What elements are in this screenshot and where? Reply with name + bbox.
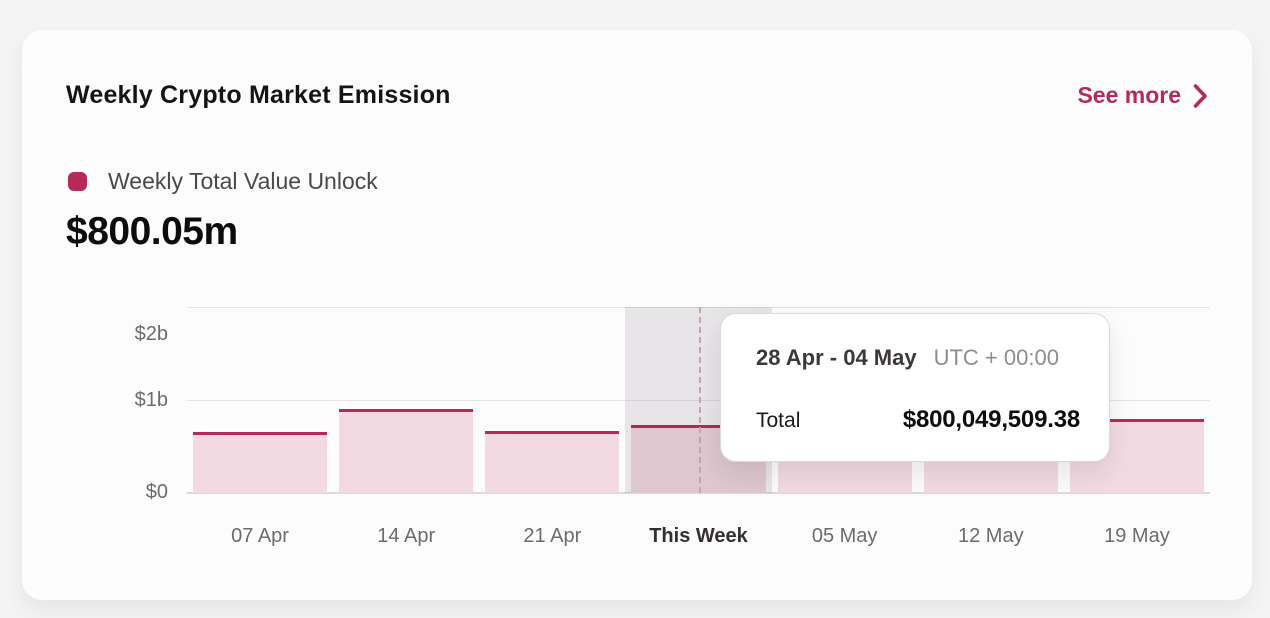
legend-swatch — [68, 172, 87, 191]
tooltip-header: 28 Apr - 04 May UTC + 00:00 — [756, 345, 1059, 371]
weekly-total-value: $800.05m — [66, 210, 238, 253]
chevron-right-icon — [1193, 83, 1207, 108]
x-tick-21-apr: 21 Apr — [523, 525, 582, 547]
x-tick-05-may: 05 May — [811, 525, 878, 547]
tooltip-total-label: Total — [756, 409, 801, 432]
chart-tooltip: 28 Apr - 04 May UTC + 00:00 Total $800,0… — [720, 313, 1110, 462]
x-tick-19-may: 19 May — [1104, 525, 1170, 547]
x-tick-12-may: 12 May — [957, 525, 1024, 547]
x-tick-14-apr: 14 Apr — [377, 525, 436, 547]
page-title: Weekly Crypto Market Emission — [66, 81, 451, 109]
x-tick-this-week: This Week — [649, 525, 748, 547]
tooltip-total-row: Total $800,049,509.38 — [756, 406, 1080, 434]
y-tick-1b: $1b — [134, 389, 168, 411]
bar-21-apr[interactable] — [485, 431, 620, 493]
y-tick-0: $0 — [145, 481, 168, 503]
legend-label: Weekly Total Value Unlock — [108, 168, 378, 194]
tooltip-total-value: $800,049,509.38 — [902, 406, 1080, 433]
see-more-link[interactable]: See more — [1077, 82, 1208, 109]
bar-07-apr[interactable] — [193, 432, 328, 493]
tooltip-timezone: UTC + 00:00 — [933, 345, 1059, 370]
see-more-label: See more — [1077, 82, 1181, 108]
crosshair-dashed-line — [698, 307, 701, 493]
weekly-emission-card: Weekly Crypto Market Emission See more W… — [22, 30, 1252, 600]
bar-14-apr[interactable] — [339, 409, 474, 493]
tooltip-date-range: 28 Apr - 04 May — [756, 345, 917, 370]
x-tick-07-apr: 07 Apr — [231, 525, 289, 547]
x-axis-line — [187, 492, 1210, 494]
y-tick-2b: $2b — [134, 323, 168, 345]
legend: Weekly Total Value Unlock — [68, 168, 378, 195]
